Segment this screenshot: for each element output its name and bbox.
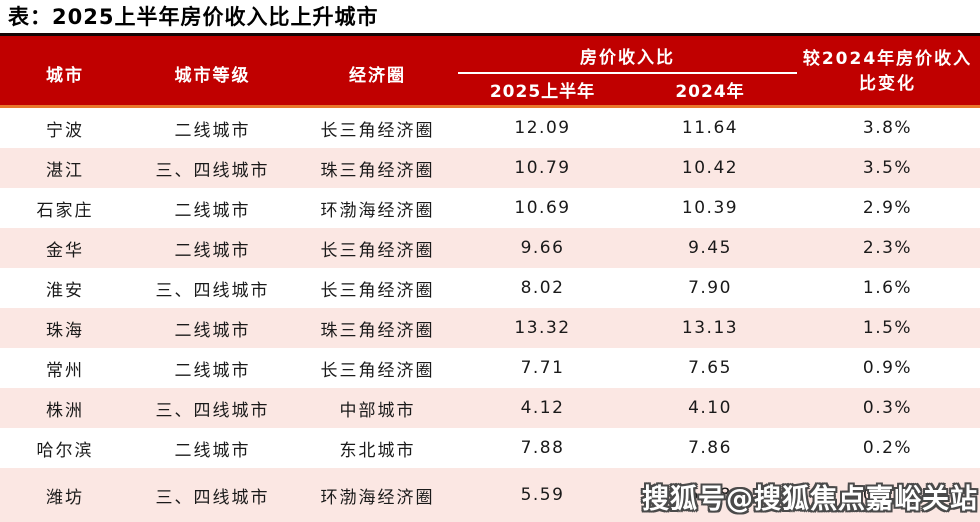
cell-city: 哈尔滨 bbox=[36, 440, 94, 461]
cell-city: 珠海 bbox=[46, 320, 84, 341]
cell-ratio-2025h1: 7.88 bbox=[520, 438, 565, 458]
cell-city-tier: 三、四线城市 bbox=[155, 280, 270, 301]
cell-ratio-2025h1: 7.71 bbox=[520, 358, 565, 378]
cell-city: 潍坊 bbox=[46, 487, 84, 508]
cell-change-vs-2024: 0.9% bbox=[862, 358, 913, 378]
cell-ratio-2024: 10.39 bbox=[681, 198, 739, 218]
cell-change-vs-2024: 1.6% bbox=[862, 278, 913, 298]
cell-ratio-2024: 7.90 bbox=[688, 278, 732, 298]
cell-economic-circle: 珠三角经济圈 bbox=[320, 160, 435, 181]
cell-city-tier: 二线城市 bbox=[174, 360, 251, 381]
cell-city: 金华 bbox=[46, 240, 84, 261]
cell-ratio-2025h1: 4.12 bbox=[520, 398, 565, 418]
cell-ratio-2024: 5.58 bbox=[688, 485, 732, 505]
cell-economic-circle: 珠三角经济圈 bbox=[320, 320, 435, 341]
cell-city: 宁波 bbox=[46, 120, 84, 141]
cell-city-tier: 三、四线城市 bbox=[155, 487, 270, 508]
cell-economic-circle: 环渤海经济圈 bbox=[320, 487, 435, 508]
cell-ratio-2025h1: 10.79 bbox=[514, 158, 571, 178]
cell-ratio-2025h1: 8.02 bbox=[520, 278, 565, 298]
header-change-vs-2024: 较2024年房价收入比变化 bbox=[802, 48, 973, 94]
cell-change-vs-2024: 0.2% bbox=[862, 438, 913, 458]
cell-ratio-2025h1: 10.69 bbox=[514, 198, 571, 218]
table-row: 常州 二线城市 长三角经济圈 7.71 7.65 0.9% bbox=[0, 348, 980, 388]
cell-city-tier: 二线城市 bbox=[174, 320, 251, 341]
table-row: 哈尔滨 二线城市 东北城市 7.88 7.86 0.2% bbox=[0, 428, 980, 468]
table-row: 株洲 三、四线城市 中部城市 4.12 4.10 0.3% bbox=[0, 388, 980, 428]
header-ratio-group: 房价收入比 2025上半年 2024年 bbox=[458, 36, 797, 105]
cell-economic-circle: 中部城市 bbox=[339, 400, 416, 421]
cell-city-tier: 二线城市 bbox=[174, 200, 251, 221]
cell-economic-circle: 长三角经济圈 bbox=[320, 240, 435, 261]
cell-change-vs-2024: 0.2% bbox=[862, 485, 913, 505]
cell-city-tier: 二线城市 bbox=[174, 440, 251, 461]
cell-ratio-2024: 7.65 bbox=[688, 358, 732, 378]
cell-economic-circle: 环渤海经济圈 bbox=[320, 200, 435, 221]
header-city-tier: 城市等级 bbox=[174, 65, 251, 86]
cell-ratio-2025h1: 13.32 bbox=[514, 318, 571, 338]
cell-city: 石家庄 bbox=[36, 200, 94, 221]
header-economic-circle: 经济圈 bbox=[349, 65, 406, 86]
header-ratio-subcolumns: 2025上半年 2024年 bbox=[460, 74, 795, 105]
cell-change-vs-2024: 2.9% bbox=[862, 198, 913, 218]
cell-change-vs-2024: 1.5% bbox=[862, 318, 913, 338]
cell-economic-circle: 长三角经济圈 bbox=[320, 280, 435, 301]
cell-economic-circle: 长三角经济圈 bbox=[320, 120, 435, 141]
table-title: 表：2025上半年房价收入比上升城市 bbox=[8, 5, 379, 29]
cell-change-vs-2024: 2.3% bbox=[862, 238, 913, 258]
cell-city: 常州 bbox=[46, 360, 84, 381]
header-ratio-2025h1: 2025上半年 bbox=[489, 82, 596, 102]
table-row: 石家庄 二线城市 环渤海经济圈 10.69 10.39 2.9% bbox=[0, 188, 980, 228]
header-ratio-group-underline bbox=[458, 72, 797, 74]
table-row: 珠海 二线城市 珠三角经济圈 13.32 13.13 1.5% bbox=[0, 308, 980, 348]
cell-ratio-2024: 13.13 bbox=[681, 318, 739, 338]
cell-city-tier: 二线城市 bbox=[174, 240, 251, 261]
table-row: 淮安 三、四线城市 长三角经济圈 8.02 7.90 1.6% bbox=[0, 268, 980, 308]
cell-ratio-2024: 10.42 bbox=[681, 158, 739, 178]
cell-ratio-2024: 4.10 bbox=[688, 398, 732, 418]
table-body: 宁波 二线城市 长三角经济圈 12.09 11.64 3.8% 湛江 三、四线城市 珠三角经济圈… bbox=[0, 108, 980, 522]
cell-economic-circle: 长三角经济圈 bbox=[320, 360, 435, 381]
cell-change-vs-2024: 3.5% bbox=[862, 158, 913, 178]
cell-city: 株洲 bbox=[46, 400, 84, 421]
cell-ratio-2024: 7.86 bbox=[688, 438, 732, 458]
cell-ratio-2024: 11.64 bbox=[681, 118, 739, 138]
header-ratio-2024: 2024年 bbox=[675, 82, 745, 102]
cell-city-tier: 二线城市 bbox=[174, 120, 251, 141]
table-row: 潍坊 三、四线城市 环渤海经济圈 5.59 5.58 0.2% bbox=[0, 468, 980, 522]
header-city: 城市 bbox=[46, 65, 84, 86]
table-row: 金华 二线城市 长三角经济圈 9.66 9.45 2.3% bbox=[0, 228, 980, 268]
cell-city: 湛江 bbox=[46, 160, 84, 181]
cell-ratio-2025h1: 9.66 bbox=[520, 238, 565, 258]
cell-change-vs-2024: 0.3% bbox=[862, 398, 913, 418]
cell-city-tier: 三、四线城市 bbox=[155, 160, 270, 181]
watermark-text: 搜狐号@搜狐焦点嘉峪关站 bbox=[642, 484, 978, 515]
cell-ratio-2024: 9.45 bbox=[688, 238, 732, 258]
cell-ratio-2025h1: 12.09 bbox=[514, 118, 571, 138]
table-header: 城市 城市等级 经济圈 房价收入比 2025上半年 2024年 较2024年房价… bbox=[0, 33, 980, 108]
table-row: 宁波 二线城市 长三角经济圈 12.09 11.64 3.8% bbox=[0, 108, 980, 148]
cell-change-vs-2024: 3.8% bbox=[862, 118, 913, 138]
cell-ratio-2025h1: 5.59 bbox=[520, 485, 565, 505]
house-price-income-table: 城市 城市等级 经济圈 房价收入比 2025上半年 2024年 较2024年房价… bbox=[0, 33, 980, 522]
cell-economic-circle: 东北城市 bbox=[339, 440, 416, 461]
header-ratio-group-label: 房价收入比 bbox=[580, 48, 675, 68]
cell-city: 淮安 bbox=[46, 280, 84, 301]
cell-city-tier: 三、四线城市 bbox=[155, 400, 270, 421]
table-row: 湛江 三、四线城市 珠三角经济圈 10.79 10.42 3.5% bbox=[0, 148, 980, 188]
